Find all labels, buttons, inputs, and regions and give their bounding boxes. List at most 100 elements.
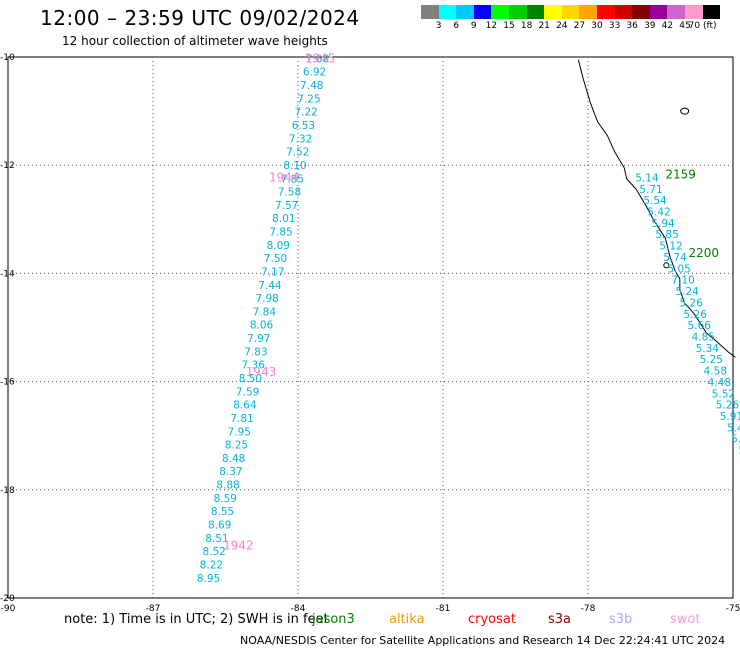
wave-height-value: 7.98 [255,293,278,305]
map-frame [7,56,734,599]
legend-label: 3 [435,21,442,31]
legend-swatch [508,5,527,19]
legend-label: 21 [538,21,550,31]
wave-height-value: 5.34 [696,343,720,355]
wave-height-value: 8.22 [200,559,223,571]
wave-height-value: 8.25 [225,440,248,452]
wave-height-value: 7.59 [236,386,259,398]
legend-label: 30 [591,21,603,31]
wave-height-value: 5.26 [684,309,708,321]
legend-label: 18 [520,21,533,31]
legend-label: 12 [485,21,498,31]
pass-time-label: 2200 [689,246,720,260]
wave-height-value: 4.85 [692,331,715,343]
wave-height-value: 7.85 [269,227,292,239]
legend-label: 70 (ft) [688,21,717,31]
wave-height-value: 7.22 [294,107,317,119]
wave-height-value: 8.50 [239,373,262,385]
wave-height-value: 8.69 [208,520,231,532]
legend-swatch [421,5,439,19]
satellite-s3a: s3a [548,612,572,627]
wave-height-value: 5.85 [655,229,678,241]
legend-label: 24 [556,21,568,31]
legend-swatch [544,5,562,19]
wave-height-value: 5. [738,445,740,457]
satellite-swot: swot [670,612,701,627]
satellite-cryosat: cryosat [468,612,516,627]
satellite-s3b: s3b [609,612,633,627]
wave-height-value: 8.88 [216,480,239,492]
lon-tick-label: -84 [291,604,306,614]
wave-height-value: 7.97 [247,333,270,345]
wave-height-value: 5.4 [731,434,740,446]
island-outline [680,107,690,115]
wave-height-value: 5.26 [716,400,740,412]
lon-tick-label: -75 [726,604,740,614]
wave-height-value: 8.09 [267,240,290,252]
legend-swatch [667,5,685,19]
legend-swatch [491,5,509,19]
legend-swatch [649,5,668,19]
wave-height-value: 8.48 [222,453,245,465]
map-subtitle: 12 hour collection of altimeter wave hei… [62,34,328,48]
pass-time-label: 1945 [305,51,336,65]
wave-height-value: 7.48 [300,80,323,92]
wave-height-value: 5.4 [727,422,740,434]
lon-tick-label: -90 [1,604,16,614]
wave-height-value: 7.57 [275,200,298,212]
wave-height-value: 7.17 [261,266,284,278]
legend-swatch [702,5,721,19]
lon-tick-label: -87 [146,604,161,614]
legend-label: 39 [644,21,656,31]
coastline [577,59,736,358]
wave-height-value: 5.52 [712,388,735,400]
wave-height-value: 5.94 [651,218,675,230]
wave-height-value: 8.95 [197,573,220,585]
satellite-altika: altika [389,612,425,627]
wave-height-value: 7.81 [230,413,253,425]
legend-swatch [438,5,457,19]
wave-height-value: 6.53 [292,120,315,132]
wave-height-value: 8.51 [205,533,228,545]
wave-height-value: 5.54 [643,195,667,207]
legend-label: 36 [626,21,638,31]
wave-height-value: 7.68 [306,53,329,65]
legend-label: 27 [573,21,586,31]
pass-time-label: 1942 [223,538,254,552]
lat-tick-label: -12 [0,161,15,171]
legend-swatch [526,5,545,19]
legend-swatch [614,5,633,19]
island-outline [663,262,670,269]
wave-height-value: 4.58 [704,366,727,378]
legend-label: 9 [470,21,477,31]
wave-height-value: 7.10 [671,275,694,287]
wave-height-value: 5.05 [667,263,690,275]
wave-height-value: 8.01 [272,213,295,225]
wave-height-value: 5.26 [680,297,704,309]
wave-height-value: 7.44 [258,280,282,292]
color-legend [421,5,721,19]
note-text: note: 1) Time is in UTC; 2) SWH is in fe… [64,612,329,627]
wave-height-value: 6.92 [303,67,326,79]
pass-time-label: 2159 [665,168,696,182]
legend-label: 6 [453,21,460,31]
wave-height-value: 7.58 [278,187,301,199]
legend-swatch [632,5,650,19]
wave-height-value: 8.37 [219,466,242,478]
legend-swatch [579,5,597,19]
wave-height-value: 5.42 [647,207,670,219]
map-title: 12:00 – 23:59 UTC 09/02/2024 [40,6,360,30]
wave-height-value: 8.06 [250,320,274,332]
wave-height-value: 8.10 [283,160,306,172]
lat-tick-label: -20 [0,594,15,604]
pass-time-label: 1944 [269,170,300,184]
wave-height-value: 7.36 [242,360,266,372]
pass-time-label: 1943 [246,365,277,379]
wave-height-value: 8.55 [211,506,234,518]
legend-label: 42 [661,21,674,31]
lat-tick-label: -16 [0,378,15,388]
wave-height-value: 5.14 [635,172,659,184]
wave-height-value: 5.66 [688,320,712,332]
wave-height-value: 5.91 [720,411,740,423]
